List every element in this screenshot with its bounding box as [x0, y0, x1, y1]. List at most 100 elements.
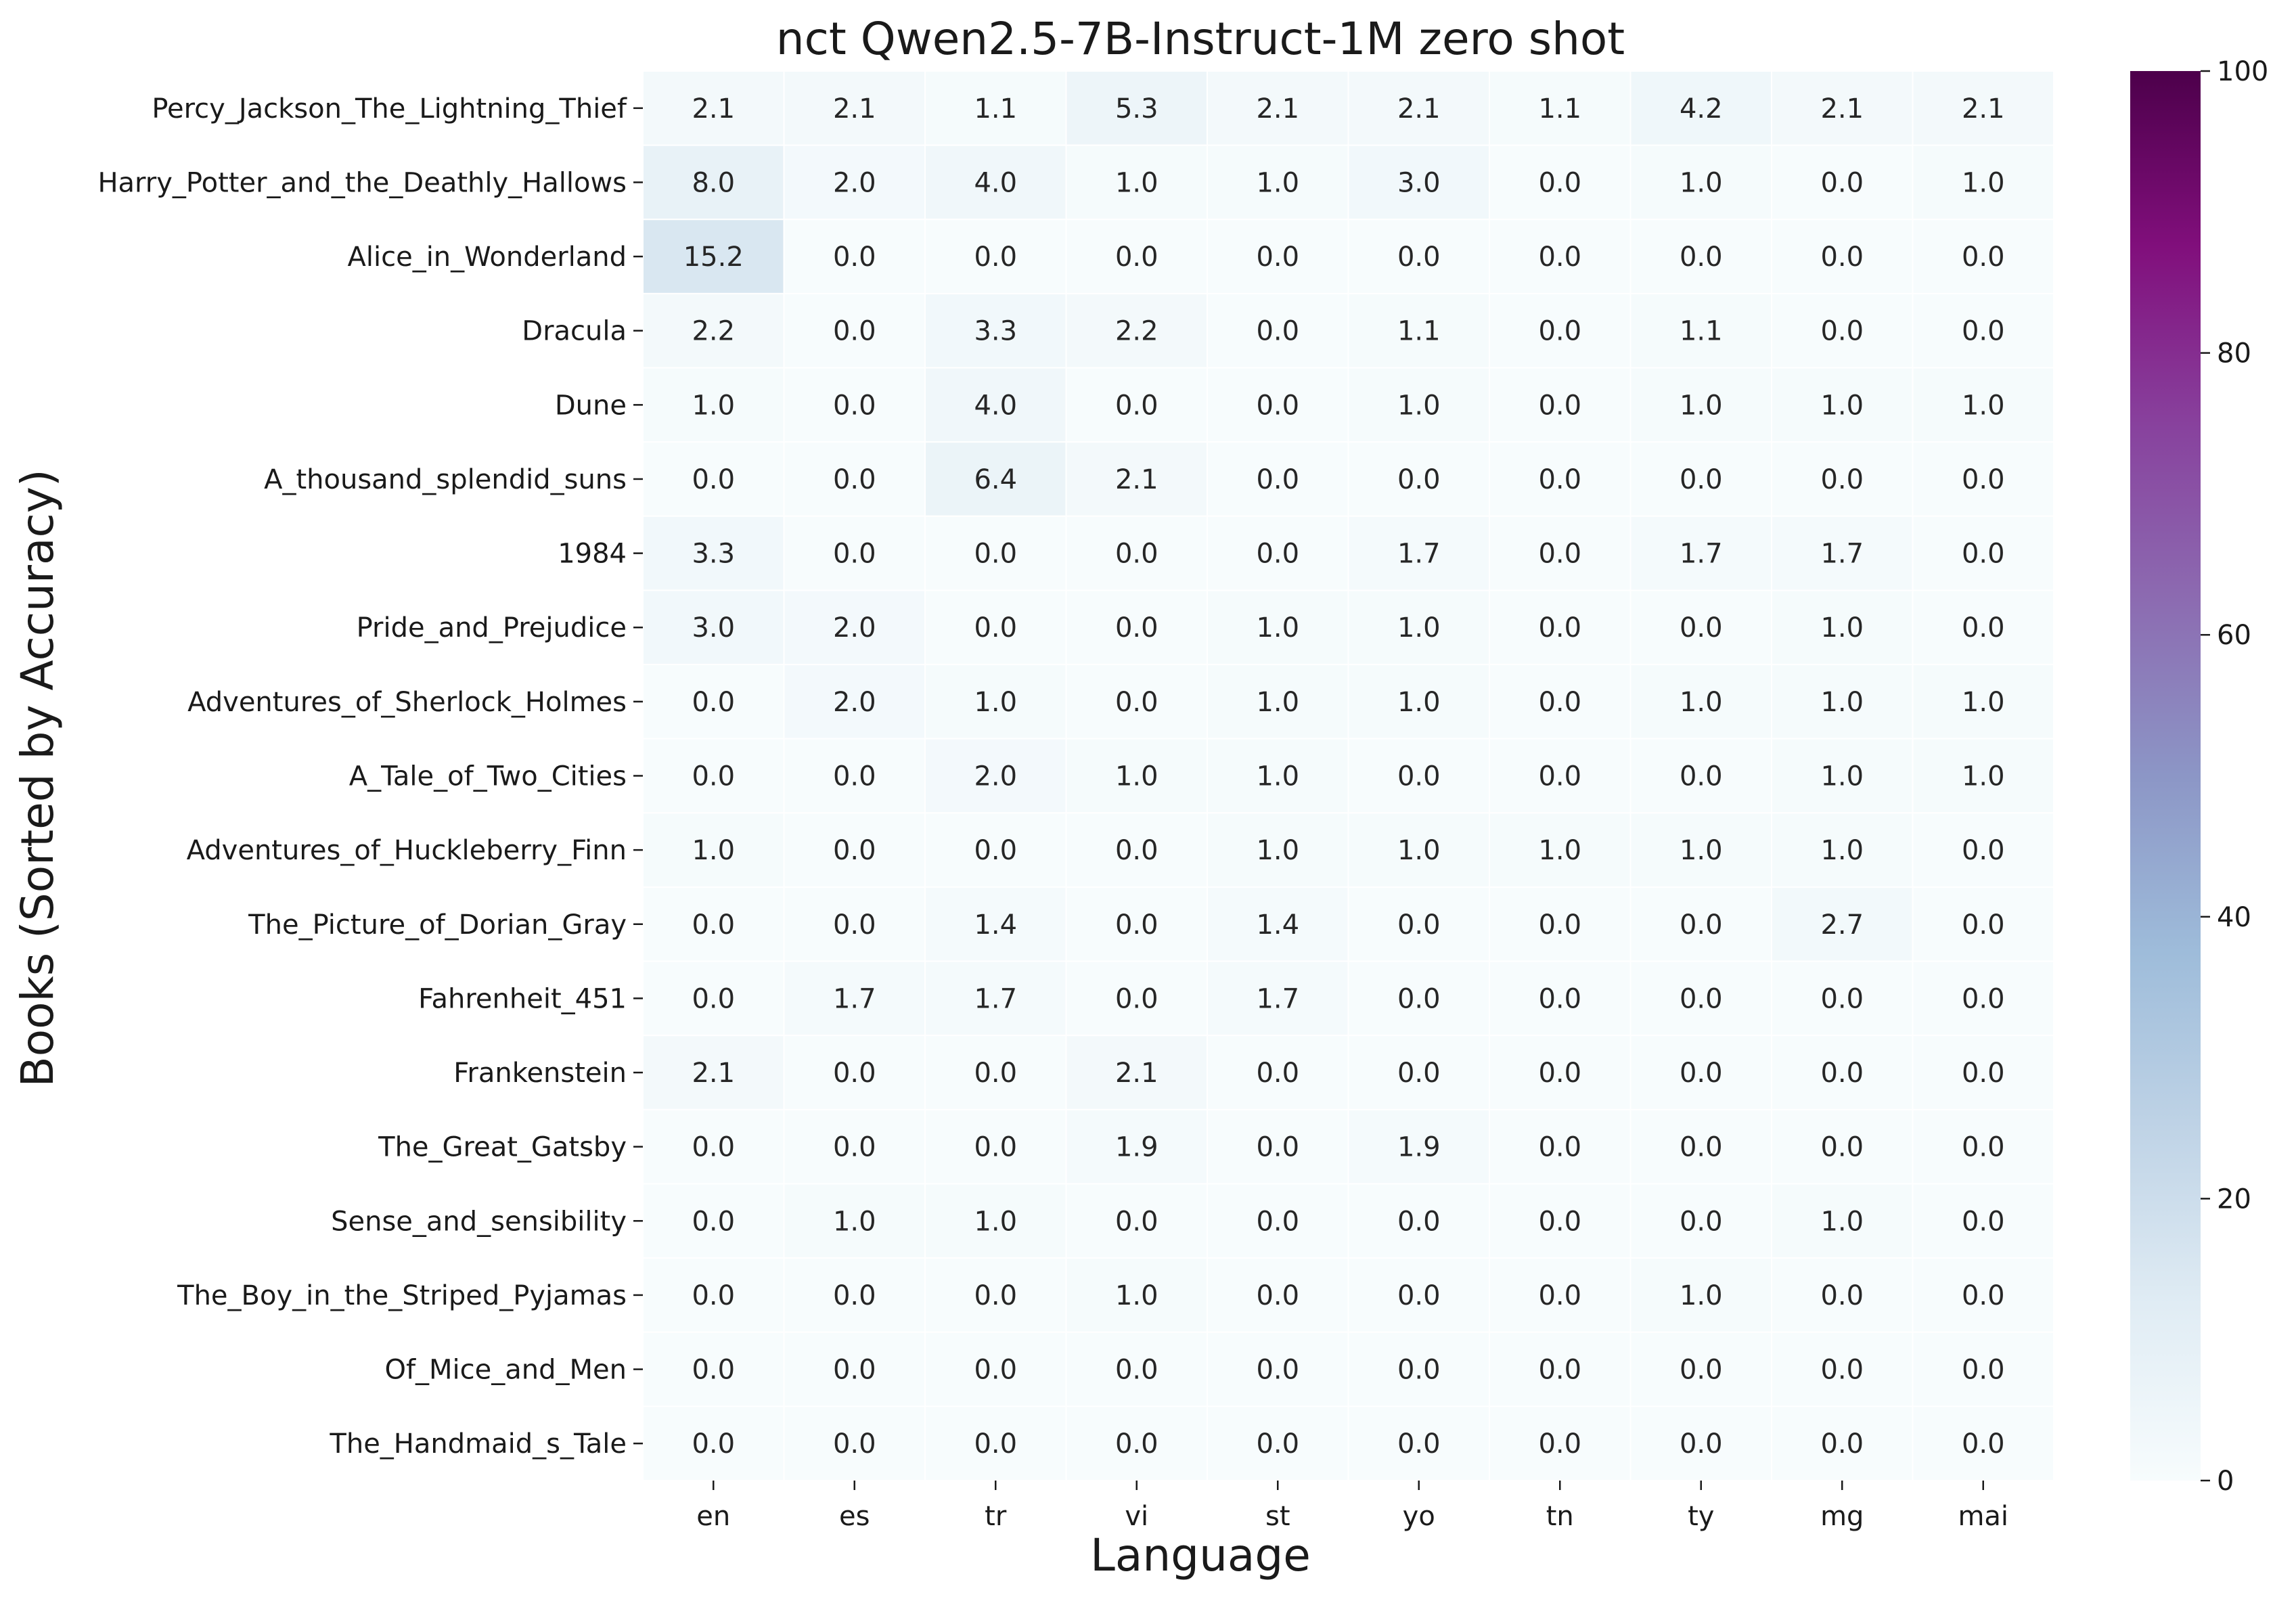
cell-value-label: 1.0 — [1820, 835, 1864, 866]
heatmap-cell — [1629, 1405, 1772, 1481]
cell-value-label: 0.0 — [1962, 539, 2005, 570]
cell-value-label: 3.3 — [974, 316, 1017, 347]
cell-value-label: 0.0 — [1820, 1428, 1864, 1460]
cell-value-label: 2.1 — [692, 93, 735, 125]
cell-value-label: 0.0 — [1115, 687, 1158, 718]
cell-value-label: 2.0 — [833, 612, 876, 644]
cell-value-label: 0.0 — [1820, 1132, 1864, 1163]
cell-value-label: 0.0 — [1820, 167, 1864, 198]
cell-value-label: 1.0 — [1397, 612, 1441, 644]
cell-value-label: 1.0 — [974, 1206, 1017, 1237]
cell-value-label: 1.0 — [1820, 1206, 1864, 1237]
cell-value-label: 1.1 — [974, 93, 1017, 125]
heatmap-cell — [783, 1183, 926, 1259]
heatmap-cell — [1771, 960, 1914, 1037]
cell-value-label: 1.7 — [1397, 539, 1441, 570]
heatmap-cell — [1347, 367, 1490, 443]
heatmap-cell — [642, 1257, 785, 1333]
heatmap-cell — [924, 441, 1067, 517]
heatmap-cell — [1912, 664, 2054, 740]
heatmap-cell — [1912, 70, 2054, 146]
cell-value-label: 1.0 — [1397, 687, 1441, 718]
y-tick-label: Sense_and_sensibility — [331, 1206, 627, 1237]
heatmap-cell — [1207, 664, 1349, 740]
x-axis-label: Language — [1090, 1529, 1311, 1581]
cell-value-label: 0.0 — [974, 835, 1017, 866]
cell-value-label: 0.0 — [1538, 390, 1581, 421]
cell-value-label: 3.0 — [1397, 167, 1441, 198]
cell-value-label: 0.0 — [833, 909, 876, 941]
heatmap-cell — [1629, 515, 1772, 591]
heatmap-cell — [1629, 292, 1772, 369]
heatmap-cell — [1065, 1257, 1208, 1333]
cell-value-label: 1.0 — [1820, 761, 1864, 792]
cell-value-label: 0.0 — [974, 539, 1017, 570]
cell-value-label: 0.0 — [1256, 1132, 1299, 1163]
cell-value-label: 1.0 — [1820, 390, 1864, 421]
heatmap-cell — [1347, 144, 1490, 221]
cell-value-label: 0.0 — [1962, 983, 2005, 1014]
heatmap-cell — [1489, 664, 1631, 740]
heatmap-cell — [1489, 515, 1631, 591]
heatmap-cell — [924, 664, 1067, 740]
heatmap-cell — [1771, 589, 1914, 666]
cell-value-label: 0.0 — [1115, 612, 1158, 644]
cell-value-label: 2.1 — [1256, 93, 1299, 125]
cell-value-label: 0.0 — [1397, 242, 1441, 273]
heatmap-cell — [1347, 738, 1490, 814]
heatmap-cell — [783, 1108, 926, 1185]
cell-value-label: 0.0 — [1538, 1355, 1581, 1386]
heatmap-cell — [1489, 219, 1631, 294]
heatmap-cell — [1629, 1331, 1772, 1407]
heatmap-cell — [1065, 589, 1208, 666]
cell-value-label: 0.0 — [1256, 464, 1299, 495]
heatmap-cell — [1347, 441, 1490, 517]
x-tick-label: mai — [1958, 1501, 2008, 1532]
heatmap-cell — [1207, 812, 1349, 888]
colorbar-tick-label: 40 — [2217, 902, 2251, 933]
heatmap-cell — [1912, 1108, 2054, 1185]
cell-value-label: 1.7 — [974, 983, 1017, 1014]
heatmap-cell — [1629, 219, 1772, 294]
cell-value-label: 1.0 — [1115, 167, 1158, 198]
cell-value-label: 1.9 — [1115, 1132, 1158, 1163]
heatmap-cell — [1912, 367, 2054, 443]
cell-value-label: 1.1 — [1680, 316, 1723, 347]
heatmap-cell — [1912, 1035, 2054, 1110]
heatmap-cell — [1771, 738, 1914, 814]
y-tick-label: Adventures_of_Sherlock_Holmes — [187, 687, 627, 718]
cell-value-label: 0.0 — [1256, 1355, 1299, 1386]
heatmap-cell — [783, 1331, 926, 1407]
heatmap-cell — [642, 515, 785, 591]
heatmap-cell — [783, 738, 926, 814]
heatmap-cell — [1771, 515, 1914, 591]
heatmap-cell — [642, 1183, 785, 1259]
cell-value-label: 1.0 — [1820, 687, 1864, 718]
heatmap-cell — [642, 70, 785, 146]
heatmap-cell — [1207, 219, 1349, 294]
cell-value-label: 1.0 — [974, 687, 1017, 718]
cell-value-label: 0.0 — [1397, 1428, 1441, 1460]
heatmap-cell — [1347, 70, 1490, 146]
cell-value-label: 1.7 — [1680, 539, 1723, 570]
heatmap-cell — [1629, 367, 1772, 443]
cell-value-label: 0.0 — [1538, 1206, 1581, 1237]
cell-value-label: 0.0 — [1538, 1058, 1581, 1089]
heatmap-cell — [783, 1035, 926, 1110]
cell-value-label: 0.0 — [1397, 1206, 1441, 1237]
x-tick-label: ty — [1688, 1501, 1714, 1532]
cell-value-label: 0.0 — [1962, 612, 2005, 644]
heatmap-cell — [1912, 886, 2054, 962]
x-tick-label: es — [839, 1501, 870, 1532]
heatmap-cell — [1629, 1108, 1772, 1185]
y-axis-label: Books (Sorted by Accuracy) — [12, 469, 64, 1087]
heatmap-cell — [924, 70, 1067, 146]
cell-value-label: 4.2 — [1680, 93, 1723, 125]
heatmap-cell — [1065, 515, 1208, 591]
cell-value-label: 0.0 — [1538, 539, 1581, 570]
cell-value-label: 2.1 — [692, 1058, 735, 1089]
x-tick-label: st — [1265, 1501, 1290, 1532]
cell-value-label: 0.0 — [1962, 1280, 2005, 1311]
cell-value-label: 0.0 — [1962, 909, 2005, 941]
cell-value-label: 1.0 — [1962, 167, 2005, 198]
